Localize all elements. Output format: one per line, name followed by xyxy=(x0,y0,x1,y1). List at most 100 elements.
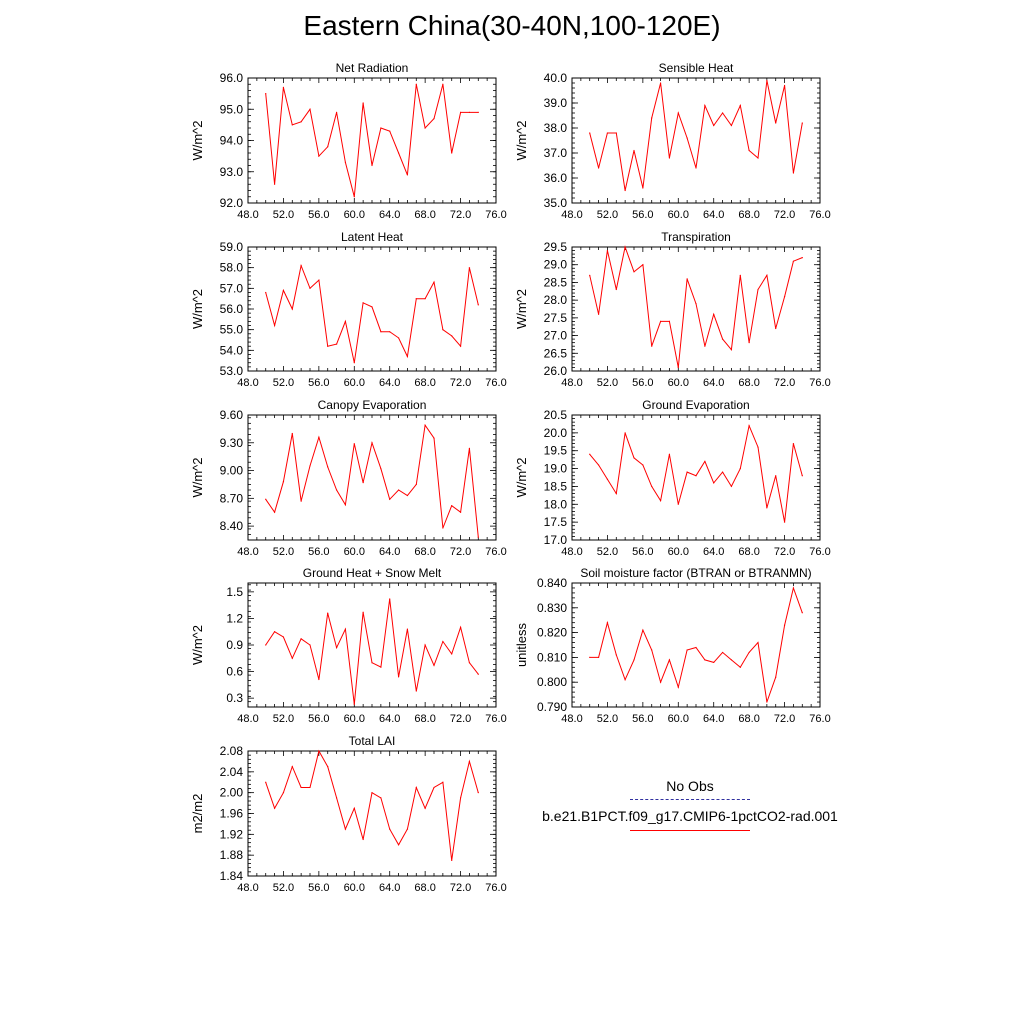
data-point xyxy=(477,536,479,538)
data-point xyxy=(783,521,786,523)
data-point xyxy=(371,164,373,167)
y-tick-label: 1.2 xyxy=(226,611,243,625)
panel-8: Soil moisture factor (BTRAN or BTRANMN) u… xyxy=(514,566,831,725)
data-point xyxy=(659,320,662,322)
x-tick-label: 64.0 xyxy=(379,882,400,894)
x-tick-label: 48.0 xyxy=(561,713,582,725)
data-point xyxy=(353,703,355,705)
data-point xyxy=(642,187,644,189)
data-point xyxy=(451,505,453,507)
data-point xyxy=(309,108,311,110)
data-point xyxy=(606,478,609,480)
data-point xyxy=(695,167,697,169)
data-point xyxy=(344,161,347,163)
data-point xyxy=(327,612,329,614)
x-tick-label: 64.0 xyxy=(379,377,400,389)
data-point xyxy=(424,127,426,129)
x-tick-label: 52.0 xyxy=(597,209,618,221)
x-tick-label: 68.0 xyxy=(738,546,759,558)
data-point xyxy=(468,447,471,449)
data-point xyxy=(291,124,293,126)
x-tick-label: 68.0 xyxy=(738,713,759,725)
data-point xyxy=(597,167,600,169)
data-point xyxy=(713,482,715,484)
data-point xyxy=(415,786,417,789)
data-point xyxy=(309,465,311,467)
plot-frame xyxy=(571,246,821,372)
legend-obs-line xyxy=(630,799,750,800)
data-point xyxy=(380,666,382,668)
data-point xyxy=(589,453,591,455)
x-tick-label: 76.0 xyxy=(809,209,830,221)
y-tick-label: 19.5 xyxy=(544,444,568,458)
y-tick-label: 0.830 xyxy=(537,601,567,615)
data-point xyxy=(748,651,750,654)
y-tick-label: 1.92 xyxy=(220,827,244,841)
y-tick-label: 28.0 xyxy=(544,293,568,307)
legend-run-label: b.e21.B1PCT.f09_g17.CMIP6-1pctCO2-rad.00… xyxy=(542,808,838,824)
data-point xyxy=(282,481,285,483)
y-tick-label: 27.5 xyxy=(544,311,568,325)
x-tick-label: 76.0 xyxy=(485,713,506,725)
data-point xyxy=(362,302,364,304)
data-point xyxy=(335,343,338,345)
data-point xyxy=(704,345,706,347)
y-tick-label: 28.5 xyxy=(544,275,568,289)
y-tick-label: 54.0 xyxy=(220,343,244,357)
series-line xyxy=(589,424,803,523)
data-point xyxy=(677,503,679,505)
y-tick-label: 53.0 xyxy=(220,364,244,378)
data-point xyxy=(633,271,635,273)
data-point xyxy=(792,172,795,174)
x-tick-label: 52.0 xyxy=(597,377,618,389)
x-tick-label: 52.0 xyxy=(273,882,294,894)
x-tick-label: 56.0 xyxy=(308,546,329,558)
data-point xyxy=(468,111,471,113)
data-point xyxy=(783,296,786,298)
data-point xyxy=(792,442,795,445)
y-tick-label: 0.840 xyxy=(537,576,567,590)
panel-5: Canopy Evaporation W/m^2 48.0 52.0 56.0 60.0 6… xyxy=(190,398,507,558)
y-tick-label: 55.0 xyxy=(220,323,244,337)
x-tick-label: 60.0 xyxy=(668,209,689,221)
data-point xyxy=(397,152,400,154)
y-tick-label: 39.0 xyxy=(544,96,568,110)
data-point xyxy=(397,489,400,491)
data-point xyxy=(353,443,355,445)
data-point xyxy=(380,797,382,799)
x-tick-label: 76.0 xyxy=(485,209,506,221)
x-tick-label: 52.0 xyxy=(597,713,618,725)
data-point xyxy=(273,631,276,633)
data-point xyxy=(282,636,285,638)
y-tick-label: 0.3 xyxy=(226,691,243,705)
data-point xyxy=(730,485,733,488)
x-tick-label: 48.0 xyxy=(561,377,582,389)
y-tick-label: 95.0 xyxy=(220,102,244,116)
data-point xyxy=(651,345,653,347)
y-tick-label: 18.5 xyxy=(544,479,568,493)
data-point xyxy=(606,132,609,134)
data-point xyxy=(389,598,391,600)
x-tick-label: 48.0 xyxy=(237,377,258,389)
x-tick-label: 48.0 xyxy=(237,882,258,894)
data-point xyxy=(668,453,671,455)
x-tick-label: 56.0 xyxy=(308,713,329,725)
data-point xyxy=(327,466,329,468)
plot-frame xyxy=(247,582,497,708)
data-point xyxy=(309,644,311,646)
data-point xyxy=(389,498,391,500)
data-point xyxy=(318,155,320,157)
data-point xyxy=(380,127,382,129)
data-point xyxy=(766,701,768,703)
data-point xyxy=(668,659,671,661)
data-point xyxy=(318,436,320,438)
y-axis-label: W/m^2 xyxy=(514,120,529,160)
x-tick-label: 68.0 xyxy=(414,377,435,389)
data-point xyxy=(397,337,400,339)
data-point xyxy=(677,686,679,688)
y-tick-label: 57.0 xyxy=(220,281,244,295)
series-line xyxy=(265,263,479,363)
data-point xyxy=(433,437,435,439)
plot-frame xyxy=(571,77,821,204)
